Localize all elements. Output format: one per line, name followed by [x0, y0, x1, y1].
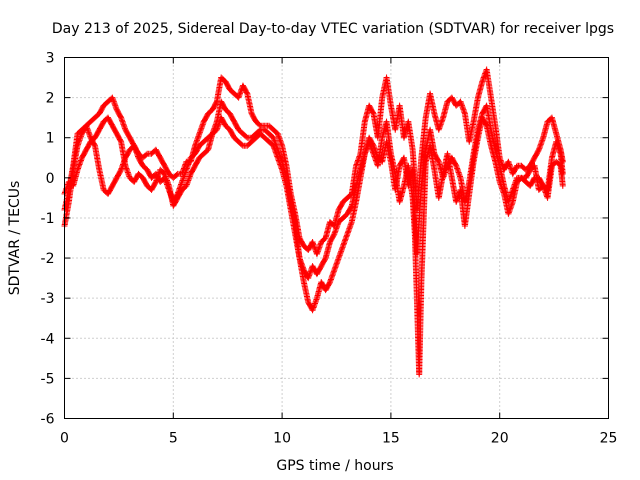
data-point [243, 89, 250, 96]
x-tick-label: 25 [600, 431, 618, 447]
y-axis-label: SDTVAR / TECUs [7, 181, 23, 296]
y-tick-label: 0 [46, 171, 55, 187]
x-tick-label: 10 [273, 431, 291, 447]
data-point [348, 204, 355, 211]
y-tick-label: 2 [46, 91, 55, 107]
plot-frame [64, 57, 609, 419]
y-tick-label: -5 [41, 371, 55, 387]
x-axis-label: GPS time / hours [276, 458, 393, 474]
data-point [143, 151, 150, 158]
y-tick-label: -2 [41, 251, 55, 267]
data-point [256, 127, 263, 134]
x-tick-label: 20 [491, 431, 509, 447]
data-point [256, 121, 263, 128]
grid [64, 57, 609, 419]
data-point [243, 133, 250, 140]
y-tick-label: 3 [46, 51, 55, 67]
data-point [117, 137, 124, 144]
x-tick-label: 5 [169, 431, 178, 447]
data-point [369, 109, 376, 116]
data-point [559, 182, 566, 189]
data-point [238, 141, 245, 148]
data-point [483, 121, 490, 128]
y-tick-labels: -6 -5 -4 -3 -2 -1 0 1 2 3 [41, 51, 55, 428]
data-point [173, 171, 180, 178]
data-point [559, 170, 566, 177]
data-point [91, 141, 98, 148]
x-tick-labels: 0 5 10 15 20 25 [60, 431, 617, 447]
y-tick-label: -4 [41, 331, 55, 347]
series-track-b [61, 66, 566, 258]
data-layer [61, 66, 566, 378]
x-tick-label: 15 [382, 431, 400, 447]
series-track-c [61, 98, 566, 282]
axis-ticks [64, 57, 609, 419]
y-tick-label: -3 [41, 291, 55, 307]
y-tick-label: -1 [41, 211, 55, 227]
y-tick-label: -6 [41, 412, 55, 428]
y-tick-label: 1 [46, 131, 55, 147]
chart-title: Day 213 of 2025, Sidereal Day-to-day VTE… [52, 21, 614, 37]
x-tick-label: 0 [60, 431, 69, 447]
